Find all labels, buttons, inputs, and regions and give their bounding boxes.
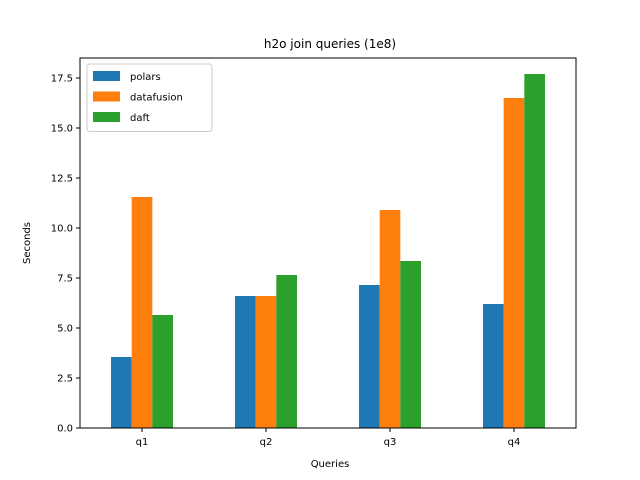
bar-polars-q3 [359, 285, 380, 428]
x-tick-label: q2 [260, 437, 273, 448]
bar-datafusion-q2 [255, 296, 277, 428]
x-axis: q1 q2 q3 q4 [136, 428, 521, 448]
bar-daft-q4 [524, 74, 545, 428]
y-tick-label: 5.0 [57, 324, 73, 335]
y-tick-label: 17.5 [51, 74, 73, 85]
plot-frame [79, 57, 577, 429]
x-axis-label: Queries [311, 459, 350, 470]
legend-swatch-polars [93, 71, 120, 81]
bar-daft-q3 [400, 261, 421, 428]
legend-swatch-daft [93, 112, 120, 122]
bar-polars-q4 [483, 304, 504, 428]
bar-datafusion-q3 [379, 210, 401, 428]
y-axis-label: Seconds [22, 222, 33, 264]
bar-datafusion-q1 [131, 197, 153, 428]
x-tick-label: q1 [136, 437, 149, 448]
bar-daft-q2 [276, 275, 297, 428]
legend: polars datafusion daft [86, 63, 213, 132]
legend-label-polars: polars [130, 72, 161, 83]
bar-polars-q1 [111, 357, 132, 428]
bar-polars-q2 [235, 296, 256, 428]
y-tick-label: 15.0 [51, 124, 73, 135]
bar-daft-q1 [152, 315, 173, 428]
legend-label-datafusion: datafusion [130, 93, 183, 104]
y-tick-label: 2.5 [57, 374, 73, 385]
y-tick-label: 7.5 [57, 274, 73, 285]
legend-label-daft: daft [130, 113, 150, 124]
bars-group [111, 74, 545, 428]
y-tick-label: 0.0 [57, 424, 73, 435]
y-tick-label: 10.0 [51, 224, 73, 235]
x-tick-label: q4 [508, 437, 521, 448]
legend-swatch-datafusion [93, 91, 120, 102]
x-tick-label: q3 [384, 437, 397, 448]
bar-datafusion-q4 [503, 98, 525, 428]
y-axis: 0.0 2.5 5.0 7.5 10.0 12.5 15.0 17.5 [51, 74, 80, 435]
chart-title: h2o join queries (1e8) [264, 37, 396, 51]
y-tick-label: 12.5 [51, 174, 73, 185]
